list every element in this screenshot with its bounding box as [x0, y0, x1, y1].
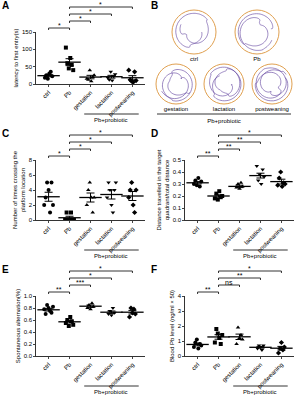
svg-text:postweaning: postweaning — [256, 362, 284, 390]
svg-text:ctrl: ctrl — [42, 226, 52, 236]
svg-text:postweaning: postweaning — [107, 362, 135, 390]
svg-text:**: ** — [226, 143, 232, 150]
svg-text:Pb: Pb — [253, 56, 261, 62]
svg-text:0.8: 0.8 — [24, 305, 33, 311]
svg-text:Pb: Pb — [63, 89, 73, 99]
svg-text:Pb: Pb — [63, 361, 73, 371]
svg-text:gestation: gestation — [221, 226, 242, 247]
svg-text:*: * — [89, 8, 92, 15]
svg-text:**: ** — [237, 136, 243, 143]
svg-text:gestation: gestation — [164, 106, 188, 112]
svg-text:lactation: lactation — [94, 90, 114, 110]
svg-text:*: * — [79, 15, 82, 22]
svg-text:2: 2 — [29, 202, 33, 208]
svg-text:*: * — [58, 22, 61, 29]
svg-text:postweaning: postweaning — [256, 226, 284, 254]
svg-text:lactation: lactation — [94, 362, 114, 382]
svg-text:4: 4 — [29, 187, 33, 193]
svg-text:1: 1 — [178, 338, 182, 344]
svg-text:0.2: 0.2 — [24, 341, 33, 347]
svg-text:Pb+probiotic: Pb+probiotic — [94, 117, 128, 123]
svg-text:**: ** — [205, 286, 211, 293]
svg-text:postweaning: postweaning — [255, 106, 289, 112]
svg-text:100: 100 — [22, 46, 33, 52]
svg-text:6: 6 — [29, 172, 33, 178]
svg-text:0: 0 — [29, 217, 33, 223]
svg-text:Pb: Pb — [63, 225, 73, 235]
svg-text:0.4: 0.4 — [173, 169, 182, 175]
svg-text:2: 2 — [178, 323, 182, 329]
svg-text:8: 8 — [29, 157, 33, 163]
svg-text:ctrl: ctrl — [190, 56, 198, 62]
svg-text:gestation: gestation — [72, 362, 93, 383]
html-text:F: F — [151, 264, 158, 275]
svg-text:latency to first entry(s): latency to first entry(s) — [13, 28, 19, 87]
svg-text:Spontaneous alternation(%): Spontaneous alternation(%) — [15, 289, 21, 363]
svg-text:Pb: Pb — [212, 225, 222, 235]
svg-text:gestation: gestation — [72, 226, 93, 247]
svg-text:*: * — [99, 265, 102, 272]
svg-text:**: ** — [56, 286, 62, 293]
svg-text:postweaning: postweaning — [107, 226, 135, 254]
svg-text:**: ** — [237, 272, 243, 279]
svg-text:gestation: gestation — [72, 90, 93, 111]
svg-text:Blood Pb level (ng/ml × 50): Blood Pb level (ng/ml × 50) — [169, 290, 175, 362]
svg-text:*: * — [89, 136, 92, 143]
svg-text:0.0: 0.0 — [24, 353, 33, 359]
svg-text:0: 0 — [178, 353, 182, 359]
svg-text:Pb+probiotic: Pb+probiotic — [243, 253, 277, 259]
svg-text:0.5: 0.5 — [173, 157, 182, 163]
svg-text:postweaning: postweaning — [107, 90, 135, 118]
html-text:A: A — [2, 0, 10, 11]
svg-text:*: * — [79, 143, 82, 150]
svg-text:gestation: gestation — [221, 362, 242, 383]
svg-text:ns: ns — [225, 279, 233, 286]
svg-text:lactation: lactation — [243, 362, 263, 382]
svg-text:Distance travelled in the targ: Distance travelled in the targetquadrant… — [156, 149, 170, 230]
svg-text:ctrl: ctrl — [42, 362, 52, 372]
svg-text:***: *** — [76, 279, 84, 286]
svg-text:ctrl: ctrl — [42, 90, 52, 100]
svg-text:50: 50 — [25, 64, 32, 70]
svg-text:lactation: lactation — [213, 106, 235, 112]
svg-text:lactation: lactation — [243, 226, 263, 246]
html-text:E: E — [2, 264, 9, 275]
svg-text:0.0: 0.0 — [173, 217, 182, 223]
svg-text:*: * — [89, 272, 92, 279]
svg-text:lactation: lactation — [94, 226, 114, 246]
svg-text:Pb: Pb — [212, 361, 222, 371]
svg-text:150: 150 — [22, 29, 33, 35]
svg-text:0.3: 0.3 — [173, 181, 182, 187]
svg-text:*: * — [248, 265, 251, 272]
svg-text:0.4: 0.4 — [24, 329, 33, 335]
svg-text:0.6: 0.6 — [24, 317, 33, 323]
svg-text:*: * — [99, 129, 102, 136]
svg-text:0: 0 — [29, 81, 33, 87]
svg-text:4: 4 — [178, 293, 182, 299]
svg-text:3: 3 — [178, 308, 182, 314]
svg-text:Pb+probiotic: Pb+probiotic — [207, 118, 241, 124]
svg-text:0.2: 0.2 — [173, 193, 182, 199]
svg-text:**: ** — [205, 150, 211, 157]
svg-text:Number of times crossing thepl: Number of times crossing theplatform loc… — [12, 150, 26, 229]
html-text:B: B — [151, 0, 159, 11]
svg-text:*: * — [248, 129, 251, 136]
svg-text:ctrl: ctrl — [191, 226, 201, 236]
svg-text:Pb+probiotic: Pb+probiotic — [94, 389, 128, 395]
svg-text:0.1: 0.1 — [173, 205, 182, 211]
svg-text:Pb+probiotic: Pb+probiotic — [94, 253, 128, 259]
html-text:C: C — [2, 128, 10, 139]
svg-text:*: * — [58, 150, 61, 157]
svg-text:Pb+probiotic: Pb+probiotic — [243, 389, 277, 395]
svg-text:*: * — [99, 1, 102, 8]
svg-text:ctrl: ctrl — [191, 362, 201, 372]
svg-text:1.0: 1.0 — [24, 293, 33, 299]
html-text:D: D — [151, 128, 159, 139]
